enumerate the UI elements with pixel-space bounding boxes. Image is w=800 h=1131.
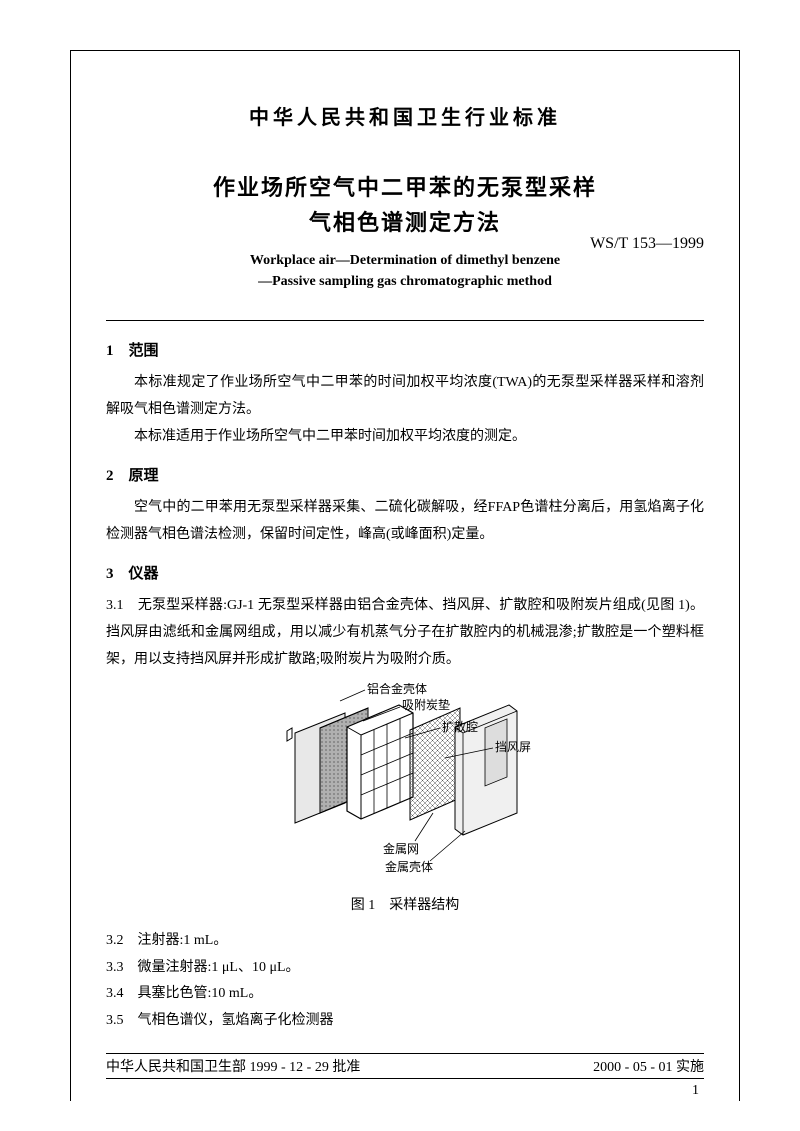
- footer-implementation: 2000 - 05 - 01 实施: [593, 1056, 704, 1076]
- item-3-5: 3.5 气相色谱仪，氢焰离子化检测器: [106, 1008, 704, 1035]
- figure-1: 铝合金壳体 吸附炭垫 扩散腔 挡风屏 金属网 金属壳体: [106, 683, 704, 878]
- instrument-list: 3.2 注射器:1 mL。 3.3 微量注射器:1 μL、10 μL。 3.4 …: [106, 928, 704, 1034]
- section-1-heading: 1 范围: [106, 339, 704, 360]
- section-1-para-2: 本标准适用于作业场所空气中二甲苯时间加权平均浓度的测定。: [106, 424, 704, 451]
- label-carbon-pad: 吸附炭垫: [402, 697, 450, 712]
- figure-1-caption: 图 1 采样器结构: [106, 894, 704, 914]
- item-3-1: 3.1 无泵型采样器:GJ-1 无泵型采样器由铝合金壳体、挡风屏、扩散腔和吸附炭…: [106, 593, 704, 673]
- page-number: 1: [692, 1083, 699, 1099]
- section-2-heading: 2 原理: [106, 464, 704, 485]
- item-3-3: 3.3 微量注射器:1 μL、10 μL。: [106, 955, 704, 982]
- section-2-para-1: 空气中的二甲苯用无泵型采样器采集、二硫化碳解吸，经FFAP色谱柱分离后，用氢焰离…: [106, 495, 704, 548]
- section-3-heading: 3 仪器: [106, 562, 704, 583]
- label-metal-shell: 金属壳体: [385, 859, 433, 873]
- footer-approval: 中华人民共和国卫生部 1999 - 12 - 29 批准: [106, 1056, 360, 1076]
- title-en-line2: —Passive sampling gas chromatographic me…: [106, 271, 704, 292]
- item-3-2: 3.2 注射器:1 mL。: [106, 928, 704, 955]
- sampler-diagram-icon: 铝合金壳体 吸附炭垫 扩散腔 挡风屏 金属网 金属壳体: [245, 683, 565, 873]
- label-windshield: 挡风屏: [495, 740, 531, 754]
- footer-bar: 中华人民共和国卫生部 1999 - 12 - 29 批准 2000 - 05 -…: [106, 1053, 704, 1079]
- title-english: Workplace air—Determination of dimethyl …: [106, 250, 704, 292]
- org-heading: 中华人民共和国卫生行业标准: [106, 101, 704, 130]
- header-divider: [106, 320, 704, 321]
- title-en-line1: Workplace air—Determination of dimethyl …: [106, 250, 704, 271]
- page-frame: 中华人民共和国卫生行业标准 作业场所空气中二甲苯的无泵型采样 气相色谱测定方法 …: [70, 50, 740, 1101]
- label-diffusion-chamber: 扩散腔: [442, 719, 478, 734]
- standard-code: WS/T 153—1999: [590, 235, 704, 253]
- label-metal-mesh: 金属网: [383, 841, 419, 856]
- title-cn-line1: 作业场所空气中二甲苯的无泵型采样: [106, 170, 704, 205]
- section-1-para-1: 本标准规定了作业场所空气中二甲苯的时间加权平均浓度(TWA)的无泵型采样器采样和…: [106, 370, 704, 423]
- item-3-4: 3.4 具塞比色管:10 mL。: [106, 981, 704, 1008]
- label-aluminum-shell: 铝合金壳体: [367, 683, 427, 696]
- title-chinese: 作业场所空气中二甲苯的无泵型采样 气相色谱测定方法: [106, 170, 704, 240]
